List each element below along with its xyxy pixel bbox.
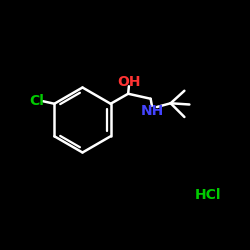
Text: HCl: HCl — [194, 188, 221, 202]
Text: Cl: Cl — [30, 94, 44, 108]
Text: OH: OH — [117, 75, 141, 89]
Text: NH: NH — [140, 104, 164, 118]
